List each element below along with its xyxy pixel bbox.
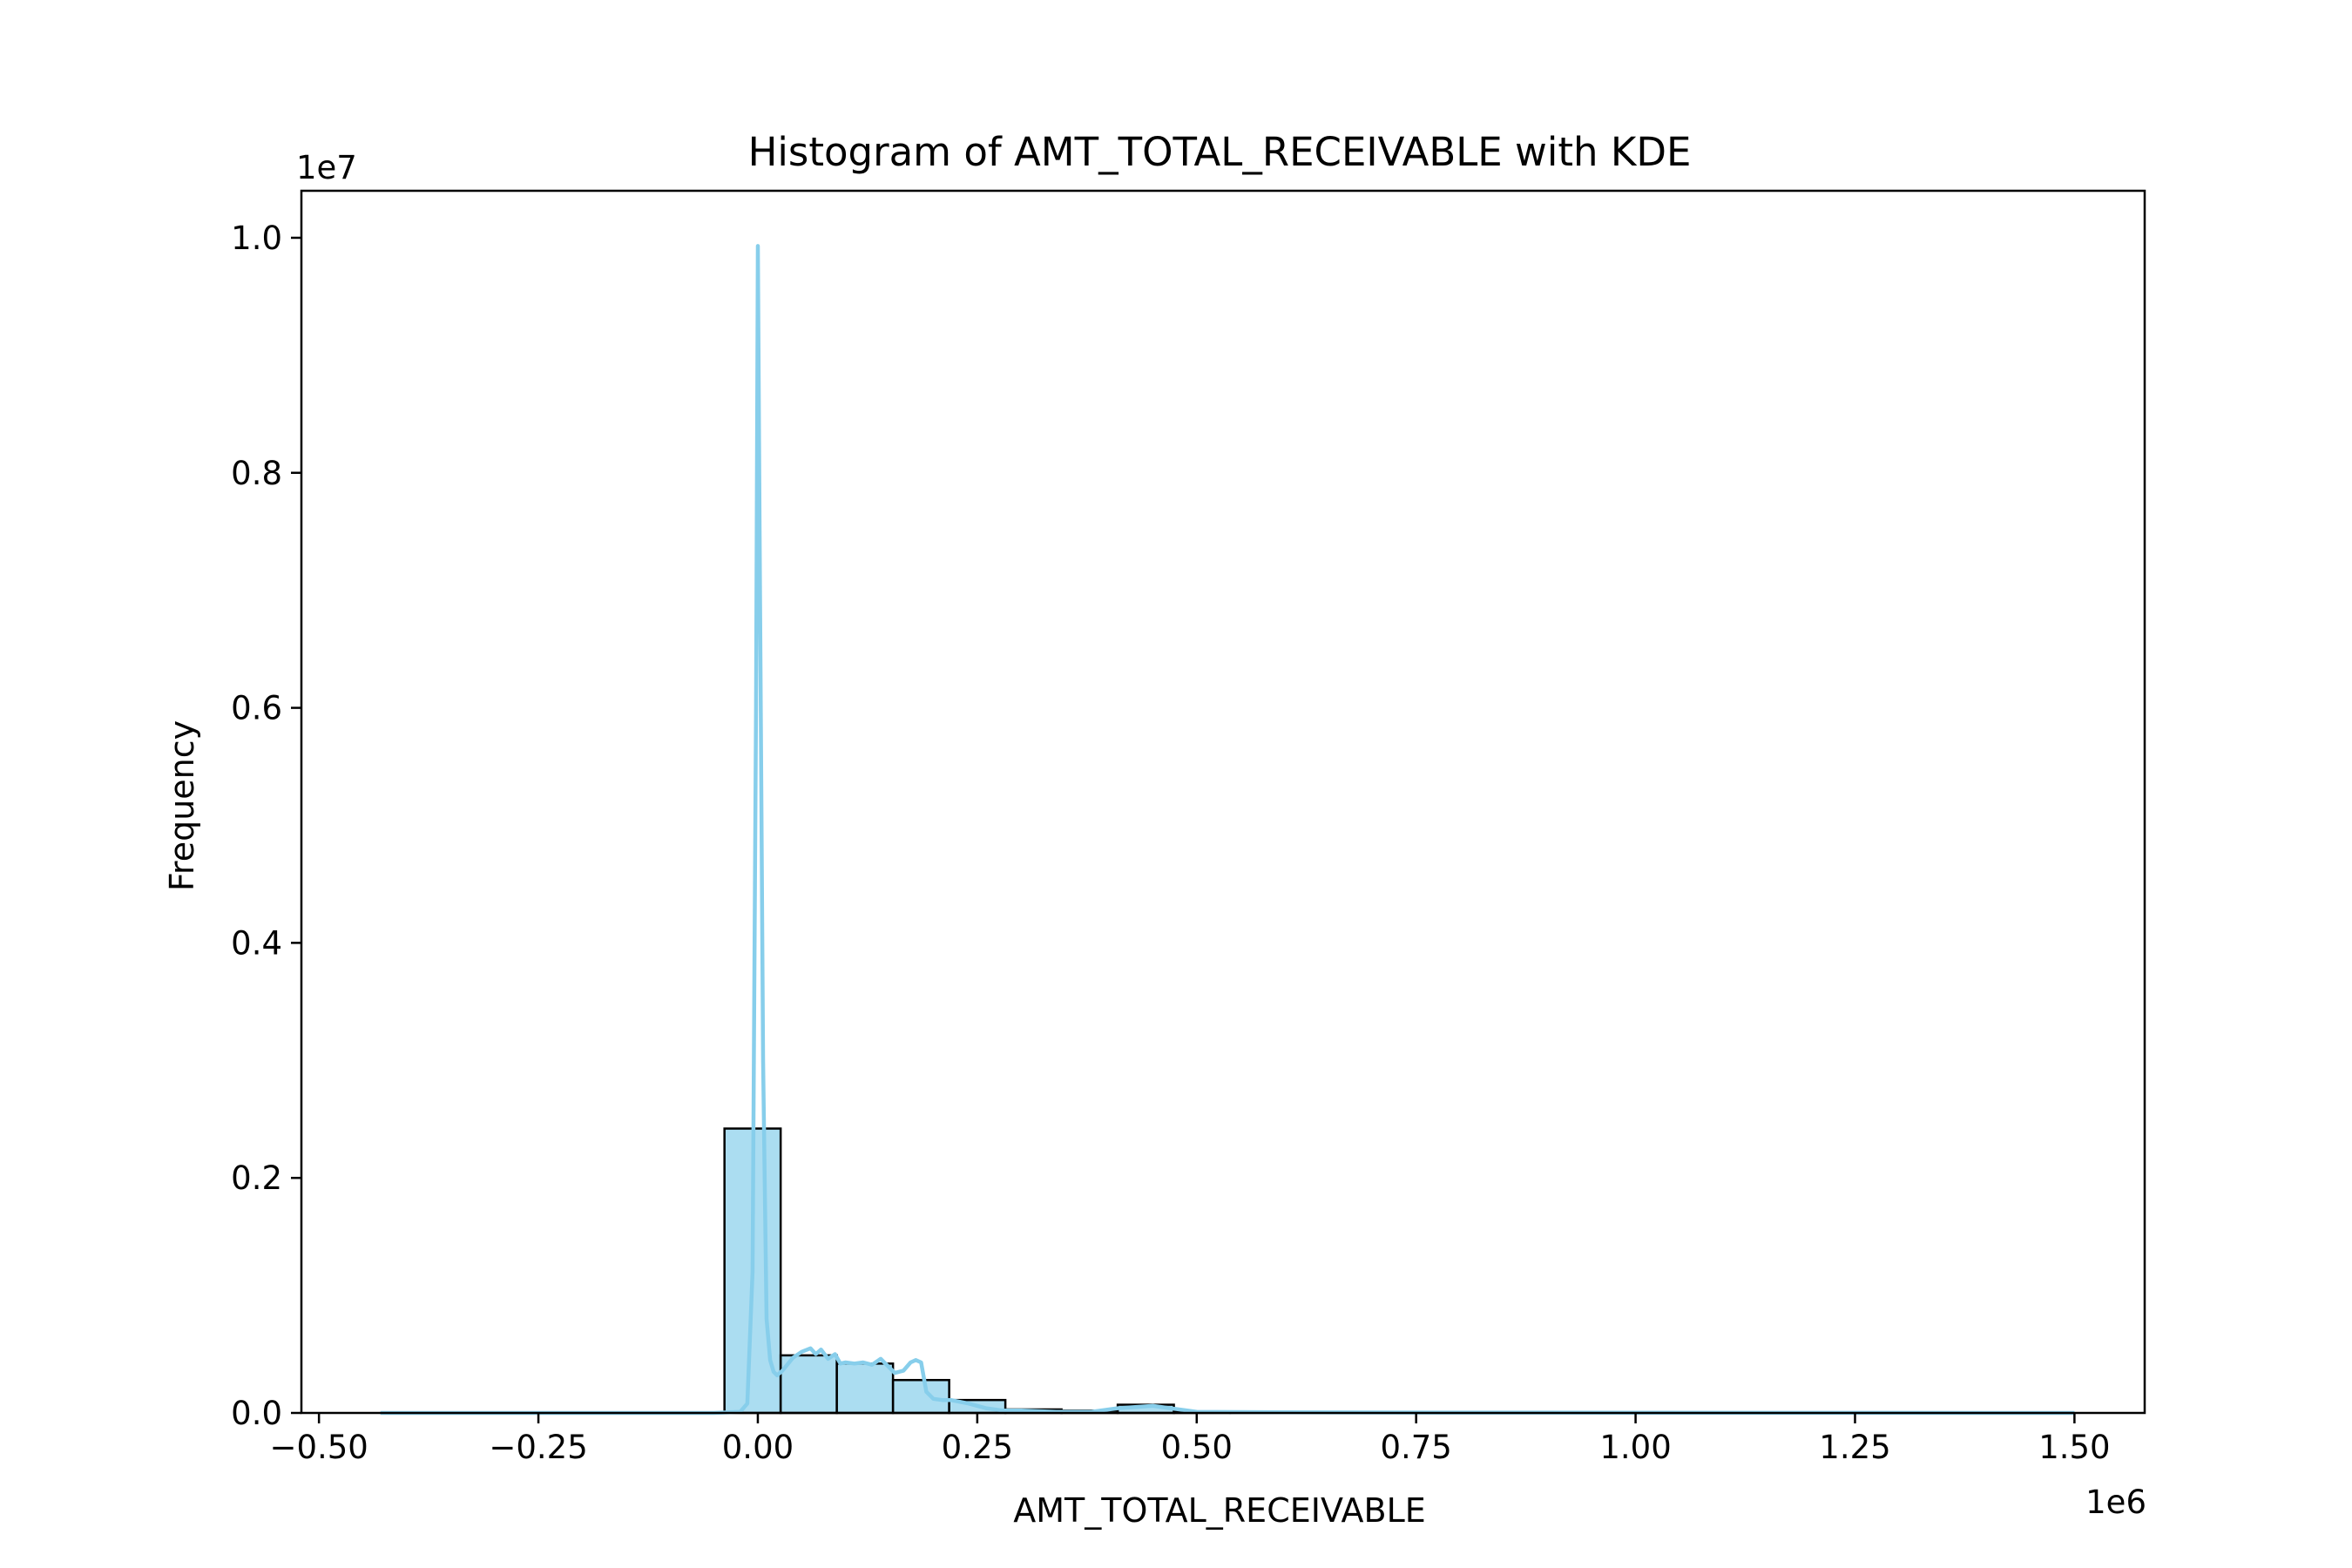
x-tick-label-4: 0.50 [1161, 1429, 1233, 1466]
x-tick-label-7: 1.25 [1819, 1429, 1890, 1466]
x-axis-offset-label: 1e6 [2085, 1484, 2146, 1521]
plot-area-frame [300, 189, 2146, 1415]
y-axis-ticks: 0.0 0.2 0.4 0.6 0.8 1.0 [231, 220, 301, 1432]
y-tick-label-4: 0.8 [231, 455, 282, 492]
y-tick-label-3: 0.6 [231, 690, 282, 727]
x-axis-ticks: −0.50 −0.25 0.00 0.25 0.50 0.75 1.00 1.25 1.50 [269, 1413, 2111, 1466]
x-tick-label-3: 0.25 [942, 1429, 1013, 1466]
chart-title: Histogram of AMT_TOTAL_RECEIVABLE with K… [748, 129, 1692, 175]
y-tick-label-2: 0.4 [231, 924, 282, 962]
x-tick-label-0: −0.50 [269, 1429, 368, 1466]
x-axis-label: AMT_TOTAL_RECEIVABLE [1013, 1491, 1426, 1530]
x-tick-label-8: 1.50 [2038, 1429, 2110, 1466]
y-axis-offset-label: 1e7 [296, 149, 357, 186]
y-axis-label: Frequency [163, 720, 201, 891]
y-tick-label-0: 0.0 [231, 1395, 282, 1432]
x-tick-label-2: 0.00 [722, 1429, 794, 1466]
histogram-bar-2 [835, 1362, 895, 1415]
y-tick-label-5: 1.0 [231, 220, 282, 257]
kde-line [380, 244, 2075, 1416]
histogram-bar-3 [891, 1378, 950, 1415]
kde-curve-group [380, 244, 2075, 1416]
x-tick-label-5: 0.75 [1380, 1429, 1451, 1466]
y-tick-label-1: 0.2 [231, 1159, 282, 1197]
x-tick-label-6: 1.00 [1599, 1429, 1671, 1466]
x-tick-label-1: −0.25 [489, 1429, 587, 1466]
